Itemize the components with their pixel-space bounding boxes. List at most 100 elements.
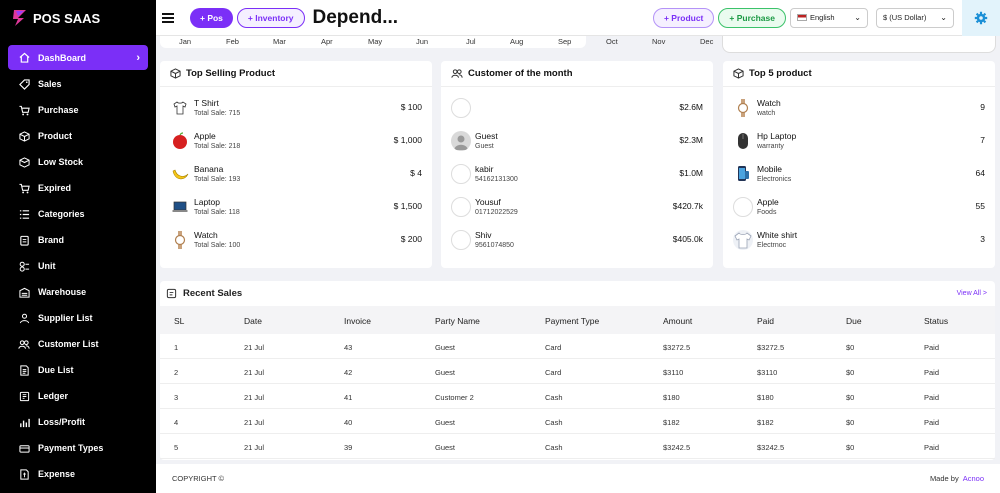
list-item[interactable]: $2.6M <box>451 94 703 124</box>
sidebar-item-product[interactable]: Product <box>8 123 148 149</box>
table-row[interactable]: 5 21 Jul 39 Guest Cash $3242.5 $3242.5 $0 Paid <box>160 434 995 459</box>
column-header: Payment Type <box>545 316 600 326</box>
sidebar-item-categories[interactable]: Categories <box>8 201 148 227</box>
ledger-icon <box>18 390 30 402</box>
column-header: Party Name <box>435 316 480 326</box>
list-item[interactable]: Watch watch 9 <box>733 94 985 124</box>
customer-phone: 9561074850 <box>475 242 514 249</box>
list-item[interactable]: Banana Total Sale: 193 $ 4 <box>170 160 422 190</box>
list-item[interactable]: Laptop Total Sale: 118 $ 1,500 <box>170 193 422 223</box>
sidebar-item-label: Categories <box>38 209 85 219</box>
list-item[interactable]: Mobile Electronics 64 <box>733 160 985 190</box>
list-item[interactable]: Shiv 9561074850 $405.0k <box>451 226 703 256</box>
table-cell: $0 <box>846 343 855 352</box>
table-cell: $3242.5 <box>757 443 785 452</box>
copyright-text: COPYRIGHT © <box>172 474 225 483</box>
sidebar-item-label: Product <box>38 131 73 141</box>
avatar <box>451 164 471 184</box>
table-row[interactable]: 1 21 Jul 43 Guest Card $3272.5 $3272.5 $0 Paid <box>160 334 995 359</box>
sidebar-item-loss-profit[interactable]: Loss/Profit <box>8 409 148 435</box>
table-row[interactable]: 4 21 Jul 40 Guest Cash $182 $182 $0 Paid <box>160 409 995 434</box>
list-item[interactable]: Hp Laptop warranty 7 <box>733 127 985 157</box>
table-row[interactable]: 2 21 Jul 42 Guest Card $3110 $3110 $0 Paid <box>160 359 995 384</box>
logo-icon <box>13 10 26 26</box>
product-sale: Total Sale: 193 <box>194 176 241 183</box>
sidebar-item-payment-types[interactable]: Payment Types <box>8 435 148 461</box>
table-cell: 43 <box>344 343 353 352</box>
unit-icon <box>18 260 30 272</box>
sidebar-item-expired[interactable]: Expired <box>8 175 148 201</box>
list-item[interactable]: T Shirt Total Sale: 715 $ 100 <box>170 94 422 124</box>
brand[interactable]: POS SAAS <box>0 0 156 36</box>
sidebar-item-label: Sales <box>38 79 62 89</box>
table-row[interactable]: 3 21 Jul 41 Customer 2 Cash $180 $180 $0 Paid <box>160 384 995 409</box>
footer: COPYRIGHT © Made by Acnoo <box>156 464 1000 493</box>
sidebar-item-expense[interactable]: Expense <box>8 461 148 487</box>
sidebar-item-low-stock[interactable]: Low Stock <box>8 149 148 175</box>
sidebar-item-warehouse[interactable]: Warehouse <box>8 279 148 305</box>
table-cell: 4 <box>174 418 179 427</box>
card-header: Recent Sales View All > <box>160 281 995 305</box>
product-count: 55 <box>975 201 985 211</box>
list-item[interactable]: White shirt Electrnoc 3 <box>733 226 985 256</box>
us-flag-icon <box>797 14 807 21</box>
customer-name: Guest <box>475 131 498 141</box>
product-sale: Total Sale: 100 <box>194 242 241 249</box>
sidebar-item-unit[interactable]: Unit <box>8 253 148 279</box>
payment-icon <box>18 442 30 454</box>
list-item[interactable]: Apple Total Sale: 218 $ 1,000 <box>170 127 422 157</box>
cart-icon <box>18 104 30 116</box>
list-item[interactable]: kabir 54162131300 $1.0M <box>451 160 703 190</box>
sidebar: POS SAAS DashBoard › Sales Purchase Prod… <box>0 0 156 493</box>
sidebar-item-label: Unit <box>38 261 56 271</box>
product-image <box>733 197 753 217</box>
sidebar-item-supplier-list[interactable]: Supplier List <box>8 305 148 331</box>
company-link[interactable]: Acnoo <box>962 474 984 483</box>
add-purchase-button[interactable]: + Purchase <box>718 7 786 28</box>
table-cell: 21 Jul <box>244 443 265 452</box>
customer-phone: Guest <box>475 143 494 150</box>
customer-amount: $2.3M <box>679 135 703 145</box>
main-content: Jan Feb Mar Apr May Jun Jul Aug Sep Oct … <box>156 36 1000 493</box>
sidebar-item-due-list[interactable]: Due List <box>8 357 148 383</box>
sidebar-item-label: Purchase <box>38 105 79 115</box>
app-name: POS SAAS <box>33 10 101 26</box>
sidebar-item-label: Payment Types <box>38 443 104 453</box>
list-item[interactable]: Apple Foods 55 <box>733 193 985 223</box>
table-cell: 1 <box>174 343 179 352</box>
sidebar-item-customer-list[interactable]: Customer List <box>8 331 148 357</box>
pos-button[interactable]: + Pos <box>190 7 233 28</box>
chart-month: May <box>368 37 383 46</box>
table-cell: Cash <box>545 443 563 452</box>
sidebar-item-label: Supplier List <box>38 313 93 323</box>
list-item[interactable]: Watch Total Sale: 100 $ 200 <box>170 226 422 256</box>
page-title: Depend... <box>312 6 399 28</box>
product-category: warranty <box>757 143 784 150</box>
chart-month: Sep <box>558 37 572 46</box>
add-product-button[interactable]: + Product <box>652 7 715 28</box>
sidebar-item-brand[interactable]: Brand <box>8 227 148 253</box>
view-all-link[interactable]: View All > <box>956 289 987 297</box>
menu-icon[interactable] <box>162 11 174 25</box>
list-item[interactable]: Yousuf 01712022529 $420.7k <box>451 193 703 223</box>
product-count: 7 <box>980 135 985 145</box>
table-cell: $3272.5 <box>757 343 785 352</box>
product-count: 9 <box>980 102 985 112</box>
sidebar-item-ledger[interactable]: Ledger <box>8 383 148 409</box>
chart-month: Mar <box>273 37 286 46</box>
customer-of-month-card: Customer of the month $2.6M Guest Guest … <box>441 61 713 268</box>
sidebar-item-sales[interactable]: Sales <box>8 71 148 97</box>
product-category: watch <box>757 110 776 117</box>
sidebar-item-dashboard[interactable]: DashBoard › <box>8 45 148 70</box>
language-select[interactable]: English ⌄ <box>790 7 868 28</box>
settings-button[interactable] <box>962 0 1000 36</box>
currency-select[interactable]: $ (US Dollar) ⌄ <box>876 7 954 28</box>
supplier-icon <box>18 312 30 324</box>
list-icon <box>18 208 30 220</box>
sidebar-item-purchase[interactable]: Purchase <box>8 97 148 123</box>
customer-phone: 01712022529 <box>475 209 518 216</box>
product-name: Banana <box>194 164 224 174</box>
list-item[interactable]: Guest Guest $2.3M <box>451 127 703 157</box>
inventory-button[interactable]: + Inventory <box>236 7 305 28</box>
card-title: Top 5 product <box>749 68 812 79</box>
